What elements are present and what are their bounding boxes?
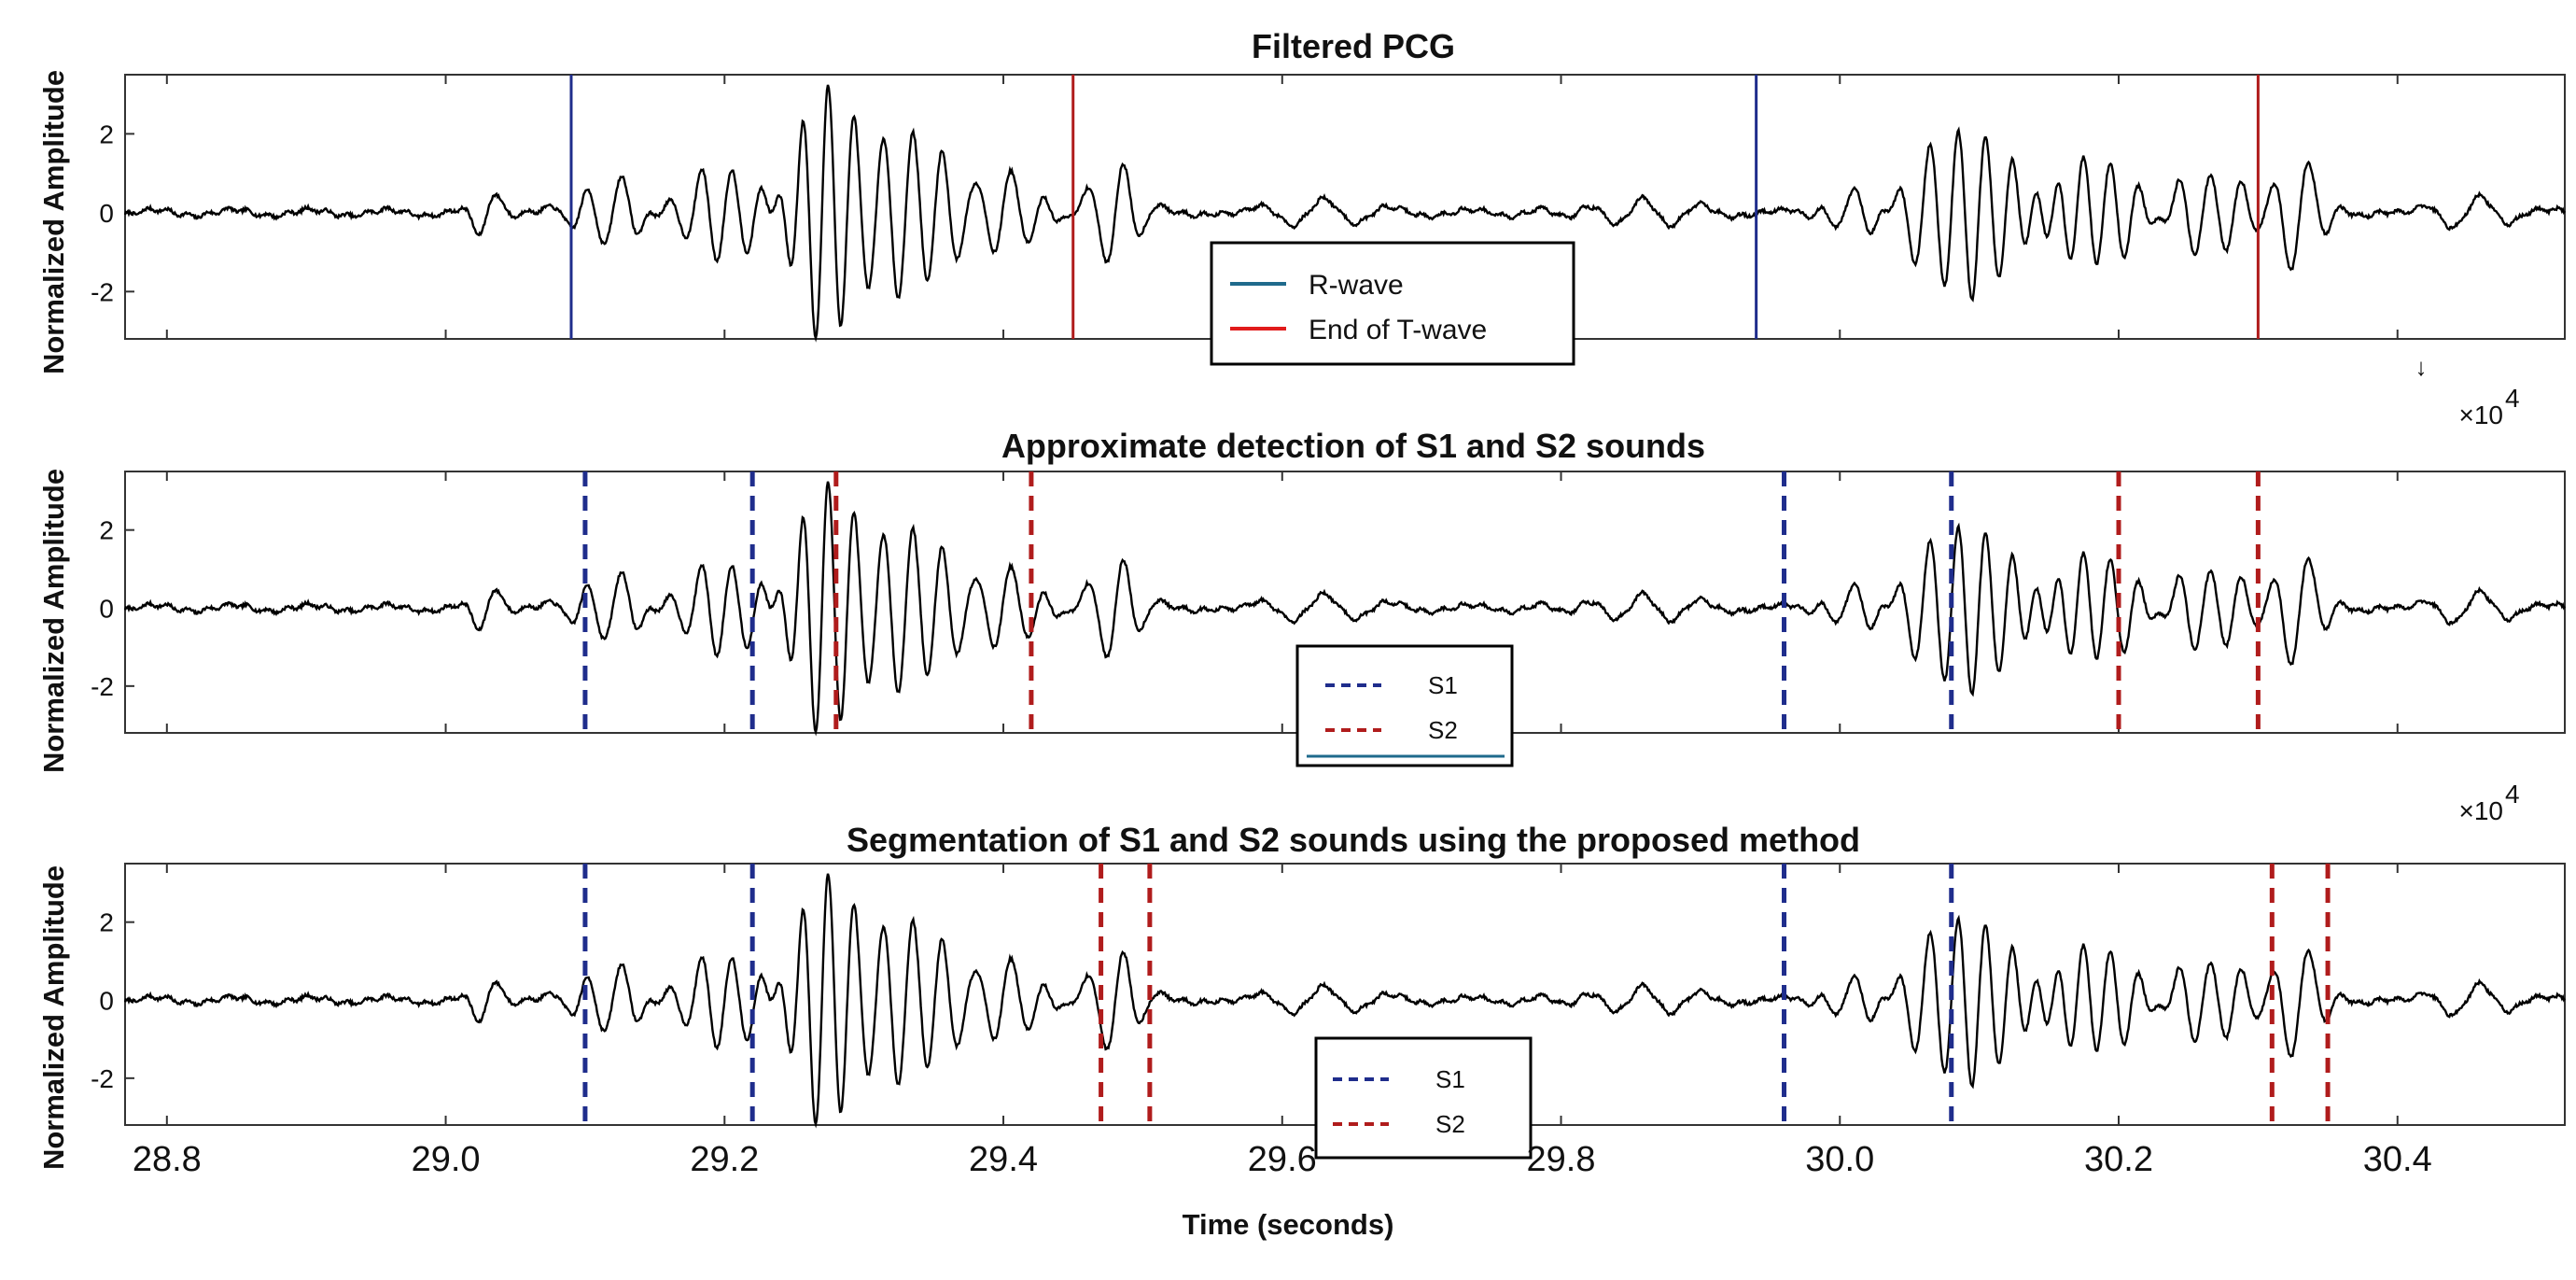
- y-tick-label: -2: [91, 672, 114, 701]
- panel-a-exponent-base: ×10: [2459, 401, 2504, 429]
- x-tick-label: 29.4: [969, 1140, 1038, 1179]
- y-tick-label: 0: [99, 594, 114, 623]
- pcg-trace: [123, 481, 2566, 737]
- panel-b-exponent-power: 4: [2505, 780, 2520, 809]
- legend-s2-label: S2: [1428, 716, 1458, 744]
- panel-c: Segmentation of S1 and S2 sounds using t…: [37, 821, 2566, 1241]
- x-tick-label: 29.0: [412, 1140, 481, 1179]
- panel-a-ylabel: Normalized Amplitude: [37, 70, 70, 374]
- y-tick-label: -2: [91, 277, 114, 306]
- x-axis-label: Time (seconds): [1183, 1208, 1394, 1241]
- x-tick-label: 30.4: [2363, 1140, 2432, 1179]
- panel-b-ylabel: Normalized Amplitude: [37, 469, 70, 773]
- y-tick-label: 0: [99, 986, 114, 1015]
- x-tick-label: 28.8: [133, 1140, 202, 1179]
- panel-a-legend: R-wave End of T-wave: [1210, 241, 1575, 366]
- x-tick-label: 30.0: [1805, 1140, 1874, 1179]
- panel-a-legend-box: [1210, 241, 1575, 366]
- panel-a-title: Filtered PCG: [1252, 27, 1455, 65]
- panel-a-exponent: ×10 4: [2459, 384, 2520, 429]
- panel-c-legend: S1 S2: [1314, 1036, 1533, 1160]
- panel-a-exponent-power: 4: [2505, 384, 2520, 413]
- panel-c-title: Segmentation of S1 and S2 sounds using t…: [847, 821, 1860, 859]
- legend-end-of-t-wave-label: End of T-wave: [1309, 315, 1487, 345]
- x-tick-label: 30.2: [2084, 1140, 2153, 1179]
- legend-s1-label: S1: [1435, 1065, 1465, 1093]
- y-tick-label: 2: [99, 516, 114, 545]
- y-tick-label: 0: [99, 199, 114, 228]
- legend-r-wave-label: R-wave: [1309, 270, 1404, 301]
- pcg-trace: [123, 84, 2566, 343]
- x-tick-label: 29.2: [690, 1140, 759, 1179]
- panel-b: Approximate detection of S1 and S2 sound…: [37, 427, 2566, 825]
- panel-a-small-arrow: ↓: [2415, 353, 2428, 381]
- legend-s1-label: S1: [1428, 671, 1458, 699]
- panel-c-legend-box: [1314, 1036, 1533, 1160]
- x-tick-label: 29.8: [1527, 1140, 1596, 1179]
- panel-b-exponent-base: ×10: [2459, 796, 2504, 825]
- x-axis-ticks: 28.8 29.0 29.2 29.4 29.6 29.8 30.0 30.2 30.4: [133, 1140, 2432, 1179]
- pcg-trace: [123, 873, 2566, 1129]
- panel-b-legend: S1 S2: [1295, 644, 1514, 767]
- y-tick-label: 2: [99, 120, 114, 148]
- panel-b-exponent: ×10 4: [2459, 780, 2520, 825]
- panel-b-title: Approximate detection of S1 and S2 sound…: [1001, 427, 1705, 465]
- panel-c-ylabel: Normalized Amplitude: [37, 865, 70, 1170]
- panel-b-legend-box: [1295, 644, 1514, 767]
- y-tick-label: -2: [91, 1064, 114, 1093]
- y-tick-label: 2: [99, 908, 114, 937]
- x-tick-label: 29.6: [1248, 1140, 1317, 1179]
- legend-s2-label: S2: [1435, 1110, 1465, 1138]
- panel-a: Filtered PCG Normalized Amplitude a 20-2…: [37, 27, 2566, 429]
